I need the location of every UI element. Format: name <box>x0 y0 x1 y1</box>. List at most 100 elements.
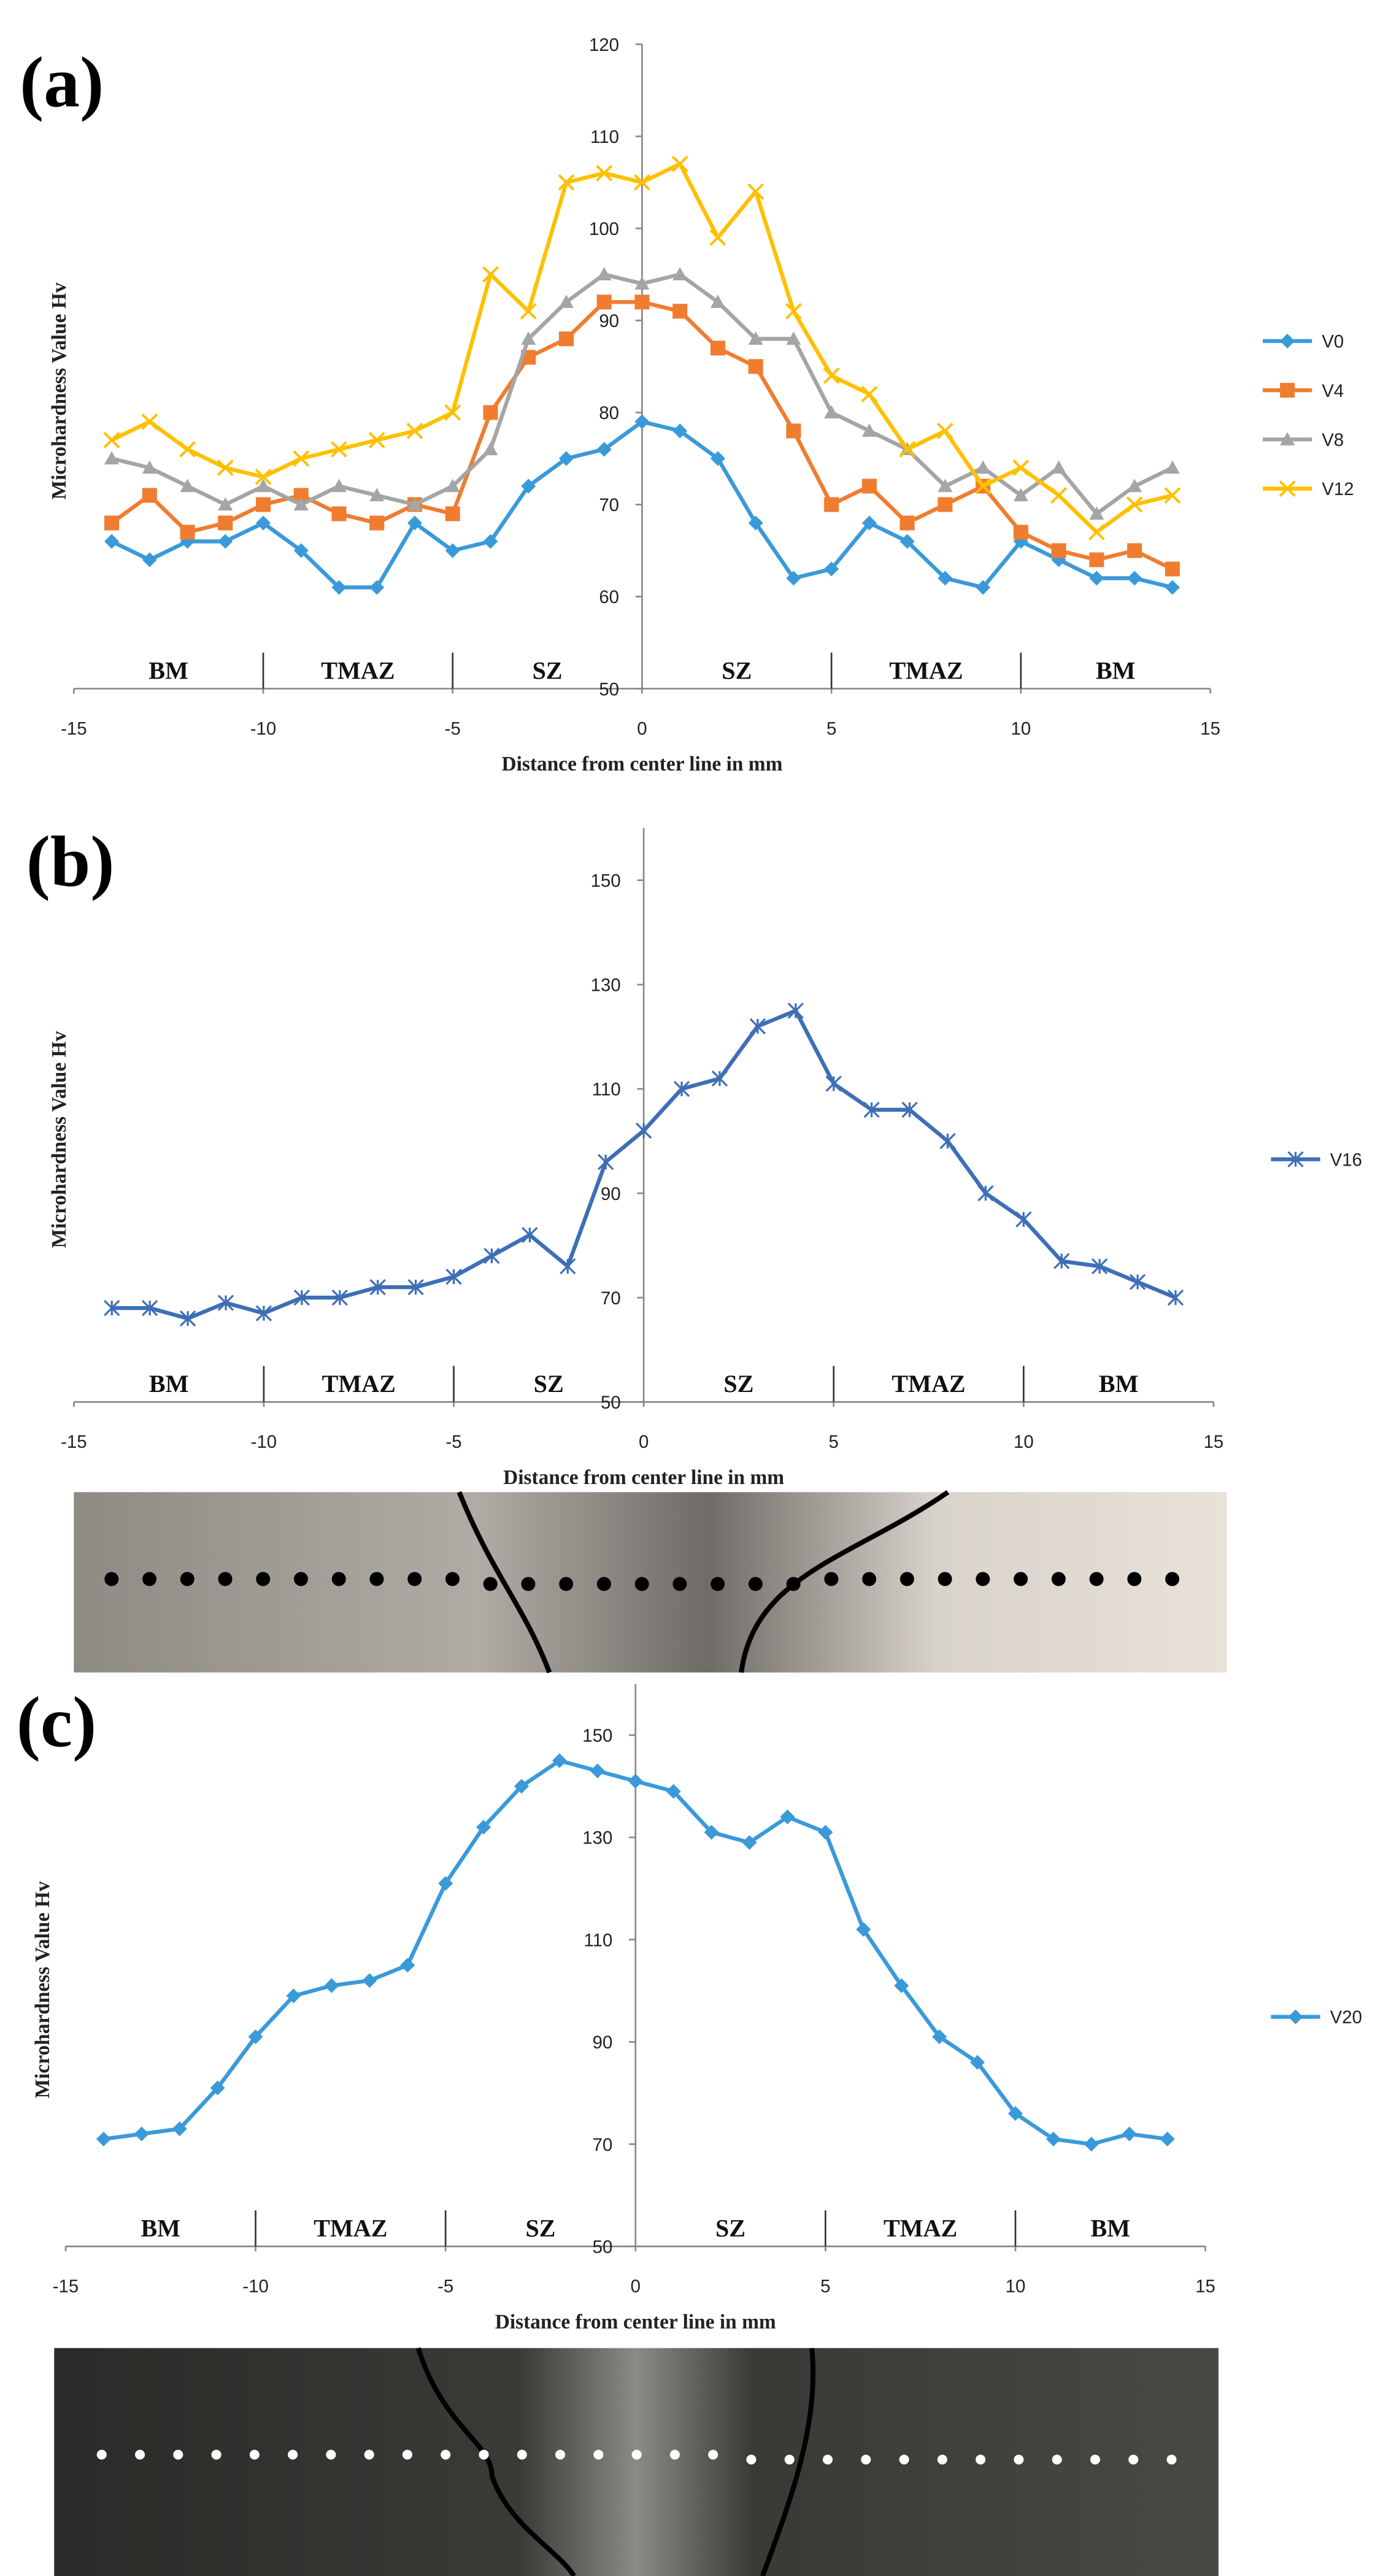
marker <box>1053 1253 1070 1269</box>
marker <box>1050 487 1068 504</box>
marker <box>1167 1290 1184 1306</box>
indent-dot <box>555 2450 566 2460</box>
indent-dot <box>1014 2455 1024 2465</box>
y-tick-label: 110 <box>590 127 619 147</box>
marker <box>293 543 309 558</box>
marker <box>407 497 423 511</box>
marker <box>218 497 233 511</box>
marker <box>742 1835 757 1850</box>
y-tick-label: 50 <box>599 679 619 699</box>
marker <box>331 506 347 521</box>
marker <box>672 304 688 319</box>
x-tick-label: 5 <box>826 718 836 739</box>
indent-dot <box>407 1572 422 1586</box>
marker <box>520 302 537 320</box>
marker <box>331 479 347 493</box>
marker <box>248 2029 263 2045</box>
indent-dot <box>748 1577 763 1591</box>
marker <box>1051 543 1066 558</box>
marker <box>558 331 574 347</box>
y-tick-label: 90 <box>593 2032 613 2053</box>
indent-dot <box>441 2450 451 2460</box>
legend-marker <box>1287 1151 1304 1167</box>
marker <box>861 479 877 494</box>
marker <box>141 413 158 430</box>
x-tick-label: 5 <box>820 2277 830 2297</box>
indent-dot <box>521 1577 536 1591</box>
marker <box>939 1132 956 1150</box>
marker <box>180 479 195 493</box>
y-tick-label: 80 <box>599 403 619 423</box>
panel-label: (a) <box>20 43 104 123</box>
marker <box>863 1101 880 1118</box>
marker <box>590 1763 605 1778</box>
marker <box>483 405 498 420</box>
marker <box>938 497 953 512</box>
indent-dot <box>479 2450 489 2460</box>
y-tick-label: 130 <box>582 1828 612 1848</box>
legend-marker <box>1280 383 1295 398</box>
marker <box>596 164 613 182</box>
marker <box>1160 2131 1175 2147</box>
marker <box>749 1018 766 1035</box>
marker <box>407 515 423 531</box>
x-tick-label: -15 <box>53 2277 79 2297</box>
x-tick-label: 15 <box>1200 718 1220 739</box>
marker <box>1127 479 1142 493</box>
marker <box>1089 571 1104 586</box>
indent-dot <box>634 1577 649 1591</box>
legend-label: V12 <box>1322 479 1354 499</box>
legend-label: V20 <box>1330 2007 1362 2028</box>
legend-label: V8 <box>1322 430 1344 450</box>
y-axis-label: Microhardness Value Hv <box>48 282 71 499</box>
marker <box>710 340 725 356</box>
indent-dot <box>1166 2455 1177 2465</box>
marker <box>179 440 196 458</box>
marker <box>445 506 460 521</box>
y-tick-label: 110 <box>583 1930 612 1950</box>
marker <box>444 404 461 421</box>
indent-dot <box>173 2450 183 2460</box>
marker <box>899 515 915 531</box>
indent-dot <box>326 2450 336 2460</box>
zone-label: TMAZ <box>321 657 395 685</box>
marker <box>476 1820 491 1835</box>
marker <box>438 1875 453 1891</box>
marker <box>704 1824 719 1840</box>
marker <box>598 1153 614 1171</box>
marker <box>104 534 120 549</box>
marker <box>445 1268 462 1285</box>
indent-dot <box>631 2450 642 2460</box>
marker <box>673 1080 690 1098</box>
marker <box>666 1783 681 1799</box>
marker <box>256 497 271 512</box>
x-axis-label: Distance from center line in mm <box>503 1466 784 1489</box>
y-tick-label: 70 <box>593 2135 613 2155</box>
x-tick-label: 10 <box>1011 718 1031 739</box>
indent-dot <box>517 2450 527 2460</box>
marker <box>104 451 120 465</box>
marker <box>210 2080 225 2096</box>
marker <box>634 276 650 290</box>
zone-label: BM <box>148 657 188 685</box>
marker <box>369 1279 386 1296</box>
indent-dot <box>1090 2455 1100 2465</box>
marker <box>596 442 612 457</box>
marker <box>786 571 801 586</box>
marker <box>787 1002 804 1019</box>
x-tick-label: -5 <box>437 2277 453 2297</box>
marker <box>823 367 840 384</box>
zone-label: SZ <box>722 657 752 685</box>
marker <box>218 515 233 531</box>
marker <box>977 1185 994 1202</box>
indent-dot <box>746 2455 757 2465</box>
zone-label: BM <box>1090 2215 1130 2242</box>
marker <box>1084 2137 1099 2152</box>
indent-dot <box>294 1572 309 1586</box>
indent-dot <box>1165 1572 1180 1586</box>
marker <box>256 515 271 531</box>
marker <box>1122 2126 1137 2142</box>
x-tick-label: 15 <box>1204 1432 1224 1452</box>
y-tick-label: 100 <box>589 219 619 239</box>
